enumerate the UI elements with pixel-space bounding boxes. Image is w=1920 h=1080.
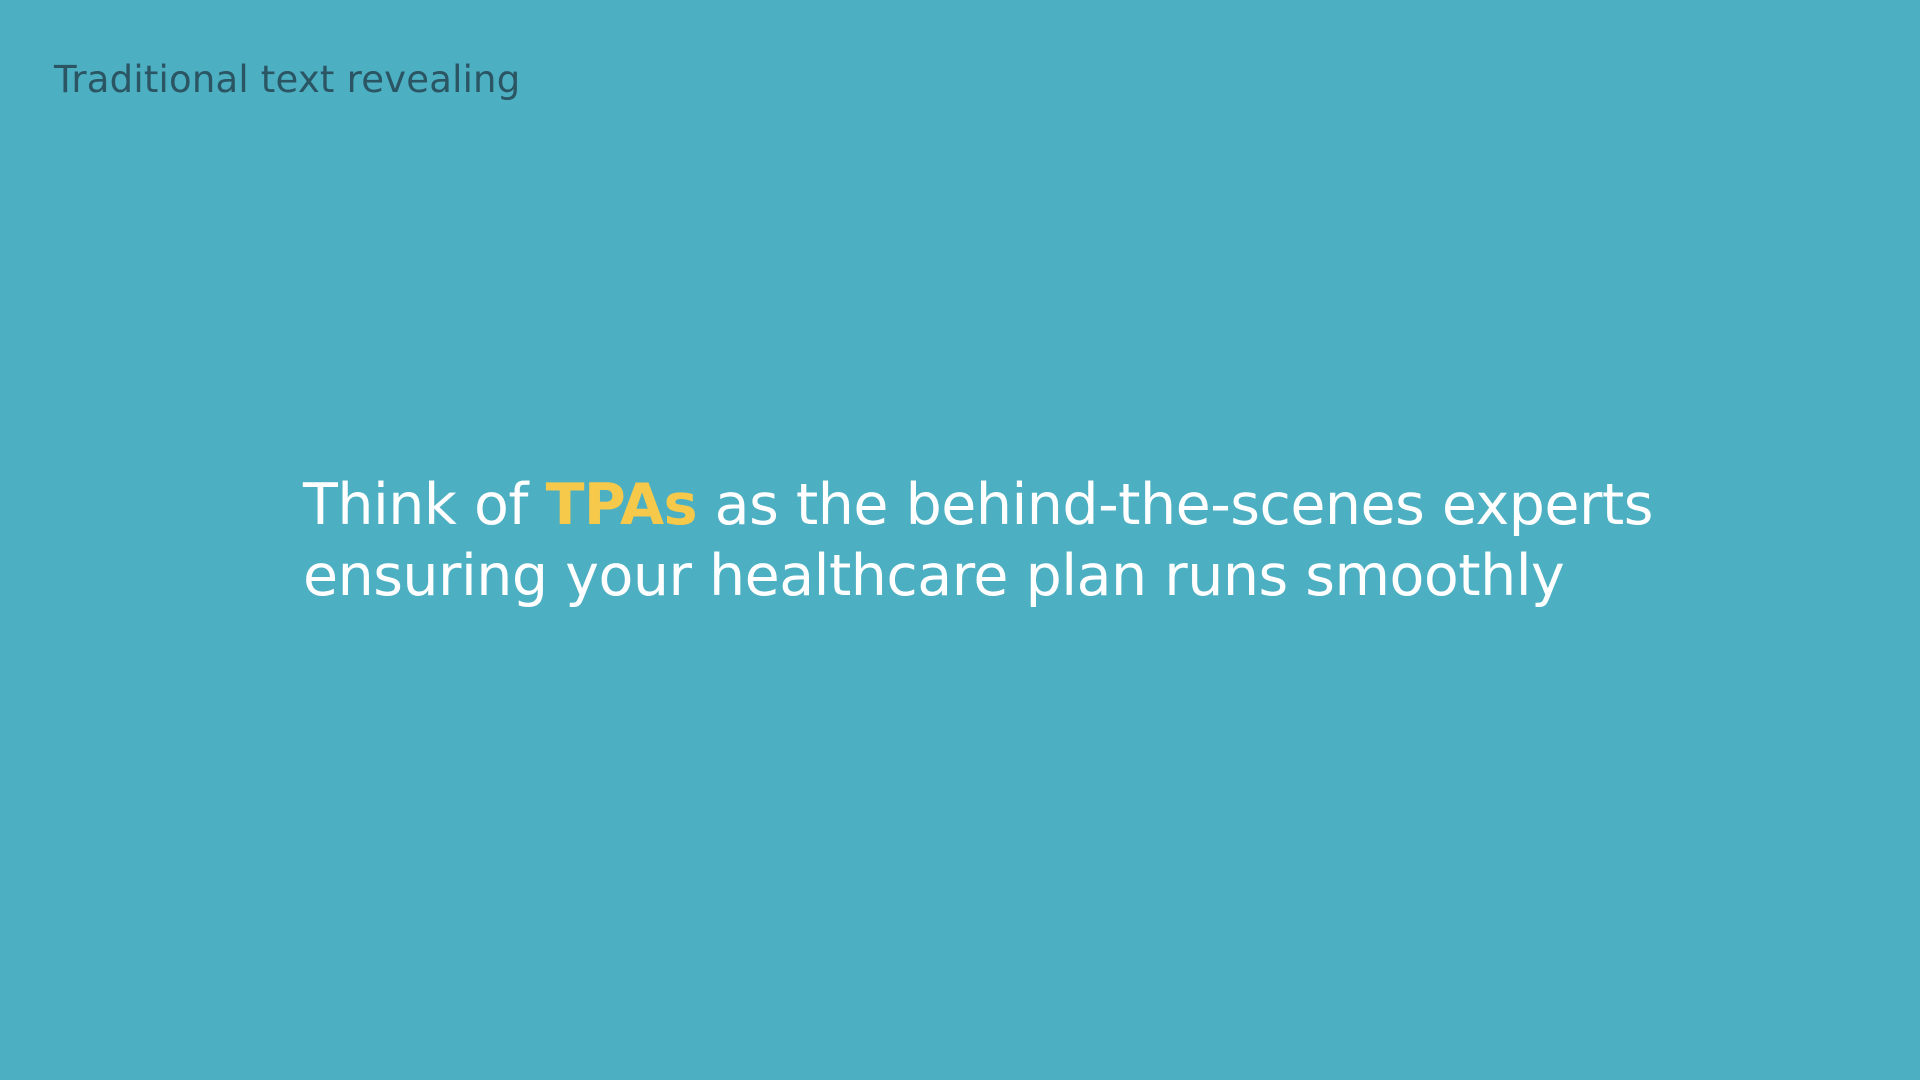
headline-line-2: ensuring your healthcare plan runs smoot… [303, 543, 1565, 609]
headline-line-1: Think of TPAs as the behind-the-scenes e… [303, 470, 1703, 541]
headline-highlight-term: TPAs [545, 472, 698, 538]
slide-caption: Traditional text revealing [54, 58, 521, 101]
headline-suffix: as the behind-the-scenes experts [697, 472, 1654, 538]
headline-prefix: Think of [303, 472, 546, 538]
headline-text: Think of TPAs as the behind-the-scenes e… [303, 470, 1703, 612]
